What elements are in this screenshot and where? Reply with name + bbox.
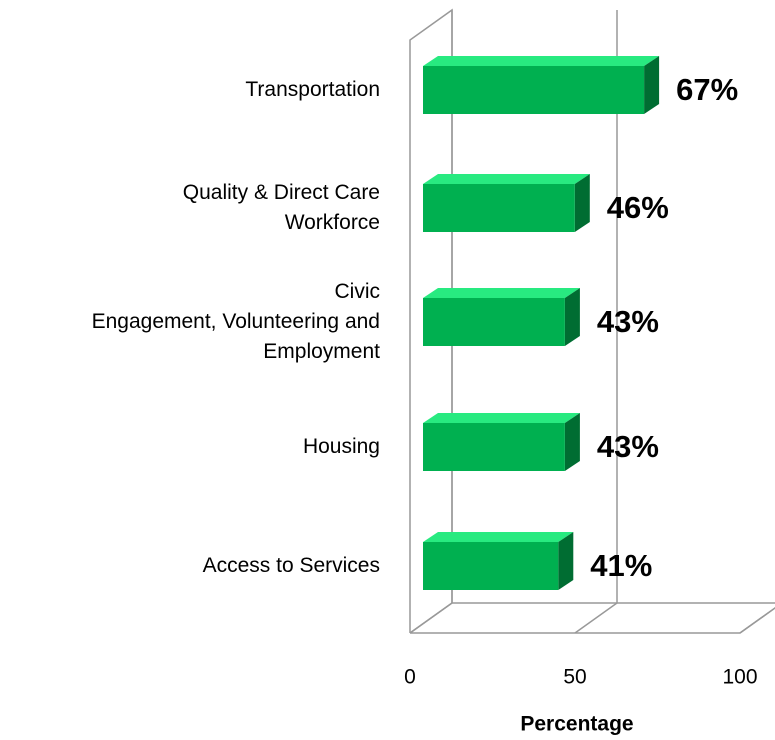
bar-side	[574, 174, 590, 232]
bar-top	[423, 56, 660, 66]
value-label: 43%	[597, 304, 659, 339]
value-label: 43%	[597, 429, 659, 464]
bar	[423, 532, 574, 590]
bar-front	[423, 542, 559, 590]
bar-side	[558, 532, 574, 590]
x-axis-label: Percentage	[520, 713, 633, 736]
bar	[423, 56, 660, 114]
x-tick-label: 100	[722, 666, 757, 689]
bar-front	[423, 423, 565, 471]
bar	[423, 174, 590, 232]
category-label: Transportation	[245, 78, 380, 101]
bar-front	[423, 298, 565, 346]
bar-side	[564, 413, 580, 471]
bar-top	[423, 174, 590, 184]
x-tick-label: 50	[563, 666, 586, 689]
bar-front	[423, 184, 575, 232]
bar	[423, 288, 580, 346]
category-label: Civic Engagement, Volunteering and Emplo…	[91, 280, 380, 363]
bar-side	[644, 56, 660, 114]
bar-top	[423, 413, 580, 423]
category-label: Quality & Direct Care Workforce	[182, 181, 380, 234]
category-label: Housing	[302, 435, 380, 458]
value-label: 67%	[676, 72, 738, 107]
floor	[409, 602, 775, 634]
bar	[423, 413, 580, 471]
x-tick-label: 0	[404, 666, 416, 689]
grid-line	[574, 10, 618, 634]
category-label: Access to Services	[202, 554, 380, 577]
bar-top	[423, 532, 574, 542]
bar-side	[564, 288, 580, 346]
bar-front	[423, 66, 645, 114]
grid-line	[739, 607, 775, 634]
value-label: 41%	[590, 548, 652, 583]
value-label: 46%	[607, 190, 669, 225]
bar-top	[423, 288, 580, 298]
